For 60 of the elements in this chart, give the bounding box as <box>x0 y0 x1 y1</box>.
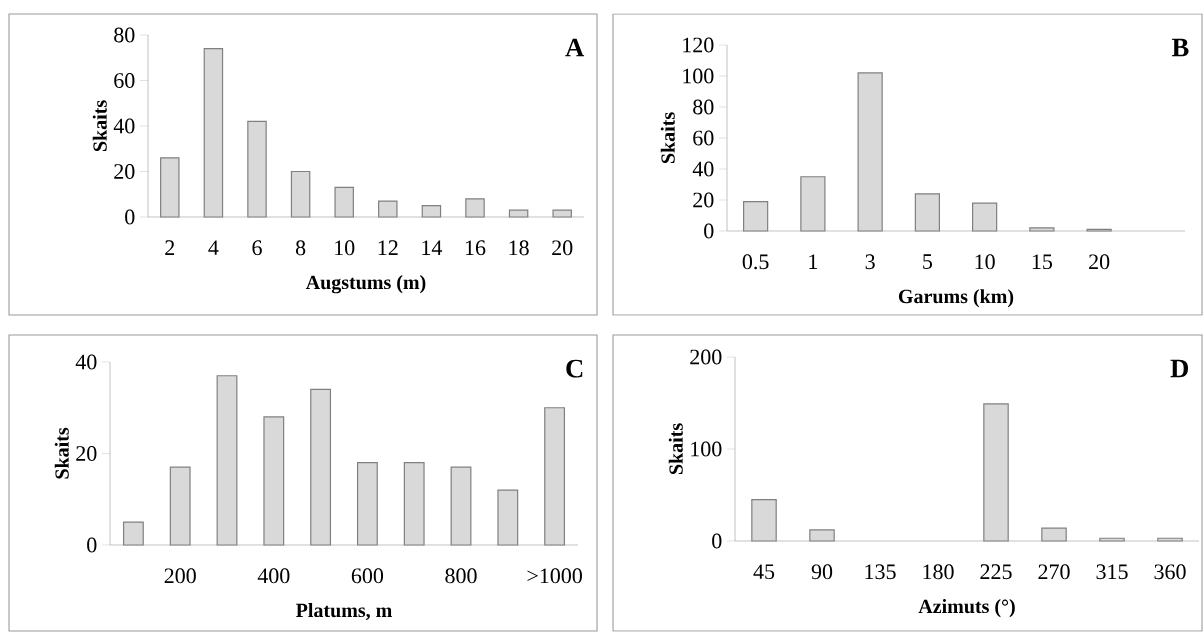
y-tick-label: 120 <box>683 37 714 53</box>
x-tick-label: 4 <box>208 240 219 255</box>
y-tick-label: 60 <box>114 73 135 88</box>
x-axis-title: Garums (km) <box>898 289 1014 308</box>
x-tick-label: 1 <box>809 254 818 269</box>
y-tick-label: 0 <box>704 223 714 239</box>
x-tick-label: 270 <box>1038 564 1070 580</box>
annotation: D <box>1170 359 1189 378</box>
x-tick-label: 180 <box>923 564 954 580</box>
y-axis-title: Skaits <box>92 100 107 152</box>
x-tick-label: 12 <box>378 240 398 255</box>
y-tick-label: 40 <box>113 118 135 134</box>
y-tick-label: 40 <box>75 354 97 370</box>
x-tick-label: 20 <box>1089 254 1110 270</box>
x-tick-label: 5 <box>923 254 933 269</box>
x-tick-label: 14 <box>422 240 443 255</box>
y-axis-title: Skaits <box>660 112 675 164</box>
y-tick-label: 200 <box>690 349 722 365</box>
x-tick-label: 2 <box>165 240 175 255</box>
x-tick-label: 225 <box>980 564 1012 580</box>
y-tick-label: 0 <box>712 533 722 549</box>
annotation: C <box>566 359 583 378</box>
y-tick-label: 80 <box>693 99 714 115</box>
x-tick-label: 0.5 <box>742 254 769 270</box>
x-axis-title: Augstums (m) <box>305 275 426 294</box>
y-tick-label: 20 <box>114 164 135 179</box>
x-tick-label: 400 <box>257 568 290 584</box>
x-tick-label: 360 <box>1154 564 1186 580</box>
annotation: B <box>1171 38 1189 57</box>
y-tick-label: 80 <box>114 27 135 43</box>
y-axis-title: Skaits <box>668 423 683 475</box>
x-tick-label: 8 <box>295 240 306 256</box>
y-tick-label: 60 <box>693 130 714 146</box>
y-tick-label: 100 <box>691 441 722 457</box>
x-tick-label: 10 <box>975 254 995 270</box>
x-tick-label: 10 <box>335 240 355 256</box>
y-tick-label: 20 <box>693 192 714 208</box>
x-tick-label: 20 <box>552 240 573 256</box>
x-tick-label: 15 <box>1032 254 1053 270</box>
y-tick-label: 0 <box>87 537 97 553</box>
x-tick-label: 800 <box>445 568 477 584</box>
x-axis-title: Azimuts (°) <box>918 599 1015 618</box>
y-axis-title: Skaits <box>54 427 69 479</box>
x-tick-label: 315 <box>1096 564 1128 580</box>
annotation: A <box>565 38 585 57</box>
y-tick-label: 100 <box>683 68 714 84</box>
y-tick-label: 40 <box>692 161 714 177</box>
y-tick-label: 0 <box>125 209 135 225</box>
x-tick-label: 6 <box>252 240 262 256</box>
x-tick-label: 600 <box>351 568 384 584</box>
y-tick-label: 20 <box>76 446 97 461</box>
x-tick-label: 18 <box>509 240 529 256</box>
x-tick-label: >1000 <box>527 568 582 584</box>
x-axis-title: Platums, m <box>296 603 392 621</box>
x-tick-label: 200 <box>164 568 196 584</box>
x-tick-label: 16 <box>465 240 486 256</box>
x-tick-label: 135 <box>865 564 896 580</box>
x-tick-label: 3 <box>865 254 875 270</box>
x-tick-label: 90 <box>811 564 833 580</box>
x-tick-label: 45 <box>753 564 775 580</box>
